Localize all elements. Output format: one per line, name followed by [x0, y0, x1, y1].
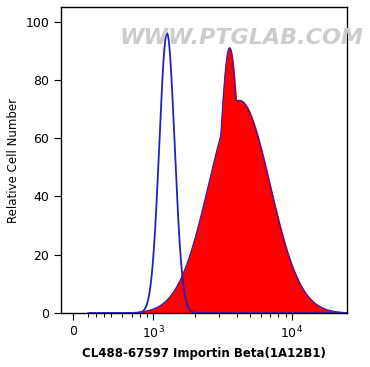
Y-axis label: Relative Cell Number: Relative Cell Number: [7, 98, 20, 222]
X-axis label: CL488-67597 Importin Beta(1A12B1): CL488-67597 Importin Beta(1A12B1): [82, 347, 326, 360]
Text: WWW.PTGLAB.COM: WWW.PTGLAB.COM: [120, 28, 363, 48]
